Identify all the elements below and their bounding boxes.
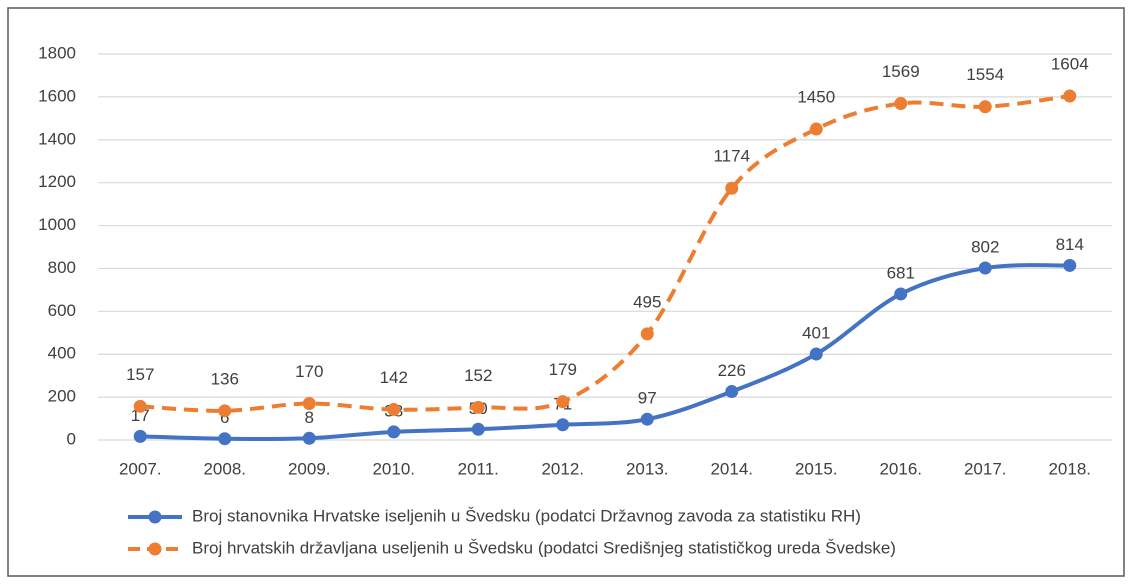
y-tick-label: 1600 [38,86,76,105]
x-tick-label: 2007. [119,459,162,478]
chart-border [7,7,1125,577]
y-tick-label: 1800 [38,43,76,62]
point [302,397,316,411]
y-tick-label: 400 [48,344,76,363]
point [640,412,654,426]
legend-label: Broj hrvatskih državljana useljenih u Šv… [192,538,896,557]
y-tick-label: 200 [48,387,76,406]
y-tick-label: 800 [48,258,76,277]
data-label: 681 [887,263,915,282]
data-label: 495 [633,292,661,311]
point [809,122,823,136]
data-label: 802 [971,237,999,256]
x-tick-label: 2011. [458,459,499,478]
series-line [140,263,1070,442]
data-label: 814 [1056,235,1084,254]
data-label: 136 [211,369,239,388]
y-tick-label: 1000 [38,215,76,234]
data-label: 1554 [966,65,1004,84]
point [640,327,654,341]
x-tick-label: 2008. [203,459,246,478]
point [387,403,401,417]
data-label: 1569 [882,62,920,81]
point [1063,89,1077,103]
point [894,97,908,111]
x-tick-label: 2009. [288,459,331,478]
x-tick-label: 2015. [795,459,838,478]
x-tick-label: 2010. [372,459,415,478]
point [471,422,485,436]
data-label: 170 [295,362,323,381]
y-tick-label: 600 [48,301,76,320]
point [387,425,401,439]
x-tick-label: 2016. [879,459,922,478]
point [133,429,147,443]
point [302,431,316,445]
data-label: 6 [220,408,229,427]
point [978,261,992,275]
data-label: 157 [126,365,154,384]
data-label: 179 [549,360,577,379]
point [133,399,147,413]
data-label: 152 [464,366,492,385]
x-tick-label: 2012. [541,459,584,478]
x-tick-label: 2018. [1048,459,1091,478]
point [471,400,485,414]
x-tick-label: 2014. [710,459,753,478]
point [556,395,570,409]
point [556,418,570,432]
x-tick-label: 2013. [626,459,669,478]
y-tick-label: 0 [67,429,76,448]
point [218,404,232,418]
point [978,100,992,114]
y-tick-label: 1400 [38,129,76,148]
data-label: 401 [802,323,830,342]
x-tick-label: 2017. [964,459,1007,478]
point [725,385,739,399]
data-label: 8 [305,408,314,427]
legend-marker [148,542,162,556]
data-label: 1604 [1051,55,1089,74]
point [894,287,908,301]
point [725,181,739,195]
data-label: 1450 [797,88,835,107]
data-label: 1174 [713,147,750,166]
data-label: 142 [380,368,408,387]
y-tick-label: 1200 [38,172,76,191]
legend-marker [148,510,162,524]
data-label: 226 [718,361,746,380]
legend-label: Broj stanovnika Hrvatske iseljenih u Šve… [192,506,861,525]
data-label: 97 [638,389,657,408]
point [809,347,823,361]
point [218,432,232,446]
point [1063,258,1077,272]
